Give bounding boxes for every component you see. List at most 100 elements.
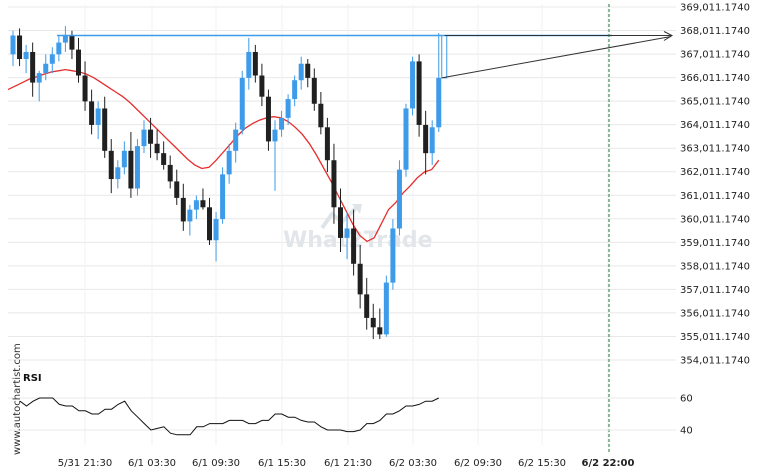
price-grid xyxy=(8,4,676,445)
price-tick-label: 365,011.1740 xyxy=(680,97,750,108)
candle xyxy=(49,47,55,74)
time-tick-label: 6/1 03:30 xyxy=(128,458,176,469)
candle xyxy=(410,56,416,116)
candle xyxy=(167,155,173,189)
candle xyxy=(95,101,101,140)
candle xyxy=(272,120,278,191)
price-tick-label: 360,011.1740 xyxy=(680,214,750,225)
price-tick-label: 366,011.1740 xyxy=(680,73,750,84)
candle xyxy=(416,54,422,137)
candle xyxy=(298,56,304,90)
time-tick-label: 6/2 22:00 xyxy=(582,458,635,469)
candle xyxy=(174,169,180,205)
time-tick-label: 6/1 09:30 xyxy=(192,458,240,469)
candle xyxy=(161,141,167,170)
candle xyxy=(62,26,68,52)
candle xyxy=(292,75,298,107)
candle xyxy=(43,54,49,81)
candle xyxy=(23,44,29,74)
candle xyxy=(10,30,16,67)
candle xyxy=(115,160,121,189)
price-tick-label: 369,011.1740 xyxy=(680,3,750,14)
price-tick-label: 363,011.1740 xyxy=(680,144,750,155)
candle xyxy=(252,44,258,83)
watermark-logo-icon xyxy=(320,204,362,230)
candle xyxy=(265,89,271,151)
candle xyxy=(108,139,114,194)
candle xyxy=(390,219,396,290)
candle xyxy=(226,143,232,184)
rsi-title: RSI xyxy=(23,373,42,384)
rsi-line xyxy=(19,397,440,436)
candle xyxy=(200,188,206,210)
candle xyxy=(285,94,291,125)
candle xyxy=(318,91,324,135)
candle xyxy=(17,28,23,67)
rsi-tick-label: 60 xyxy=(680,394,693,405)
candle xyxy=(102,96,108,158)
price-tick-label: 362,011.1740 xyxy=(680,167,750,178)
candle xyxy=(187,204,193,236)
price-axis: 354,011.1740 355,011.1740 356,011.1740 357,… xyxy=(680,3,750,367)
candle xyxy=(207,197,212,245)
price-tick-label: 367,011.1740 xyxy=(680,50,750,61)
candle xyxy=(36,70,42,102)
projection-arrow xyxy=(441,31,674,79)
time-axis: 5/31 21:30 6/1 03:30 6/1 09:30 6/1 15:30 6/1… xyxy=(58,458,635,469)
price-tick-label: 368,011.1740 xyxy=(680,26,750,37)
candle xyxy=(324,117,330,172)
candle xyxy=(259,63,265,107)
candle xyxy=(396,160,402,236)
price-tick-label: 358,011.1740 xyxy=(680,261,750,272)
candle xyxy=(89,89,95,135)
candle xyxy=(220,167,226,224)
candle xyxy=(331,143,337,224)
candle xyxy=(377,308,383,340)
price-tick-label: 364,011.1740 xyxy=(680,120,750,131)
candle xyxy=(30,42,36,97)
watermark: What2Trade xyxy=(283,204,433,253)
candle xyxy=(128,131,134,198)
candle xyxy=(134,139,140,196)
candle xyxy=(154,129,160,161)
price-tick-label: 357,011.1740 xyxy=(680,285,750,296)
time-tick-label: 6/2 15:30 xyxy=(518,458,566,469)
price-tick-label: 361,011.1740 xyxy=(680,191,750,202)
candle xyxy=(246,37,252,90)
price-tick-label: 355,011.1740 xyxy=(680,332,750,343)
candle xyxy=(403,103,409,177)
candle xyxy=(121,141,127,175)
candle xyxy=(239,70,245,135)
candle xyxy=(193,195,199,220)
candle xyxy=(429,120,435,165)
projection-line xyxy=(441,36,672,79)
time-tick-label: 6/2 09:30 xyxy=(454,458,502,469)
candle xyxy=(141,120,147,154)
candle xyxy=(436,33,442,132)
candle xyxy=(357,244,363,309)
candle xyxy=(213,212,219,262)
time-tick-label: 5/31 21:30 xyxy=(58,458,112,469)
rsi-tick-label: 40 xyxy=(680,426,693,437)
candle xyxy=(82,61,88,111)
candle xyxy=(383,275,389,337)
time-tick-label: 6/1 15:30 xyxy=(258,458,306,469)
candle xyxy=(338,188,343,253)
price-tick-label: 354,011.1740 xyxy=(680,356,750,367)
side-credit: www.autochartist.com xyxy=(12,343,23,455)
candle-series xyxy=(10,26,442,340)
candle xyxy=(364,277,370,330)
candle xyxy=(148,117,154,158)
time-tick-label: 6/2 03:30 xyxy=(389,458,437,469)
candle xyxy=(311,68,317,111)
arrow-head-icon xyxy=(663,31,674,41)
candle xyxy=(344,212,350,260)
rsi-panel: RSI 60 40 xyxy=(8,373,693,437)
price-tick-label: 359,011.1740 xyxy=(680,238,750,249)
price-tick-label: 356,011.1740 xyxy=(680,308,750,319)
candle xyxy=(305,59,311,88)
projection-box xyxy=(441,35,448,79)
candle xyxy=(233,122,239,163)
candle xyxy=(76,37,81,83)
candle xyxy=(56,35,62,62)
